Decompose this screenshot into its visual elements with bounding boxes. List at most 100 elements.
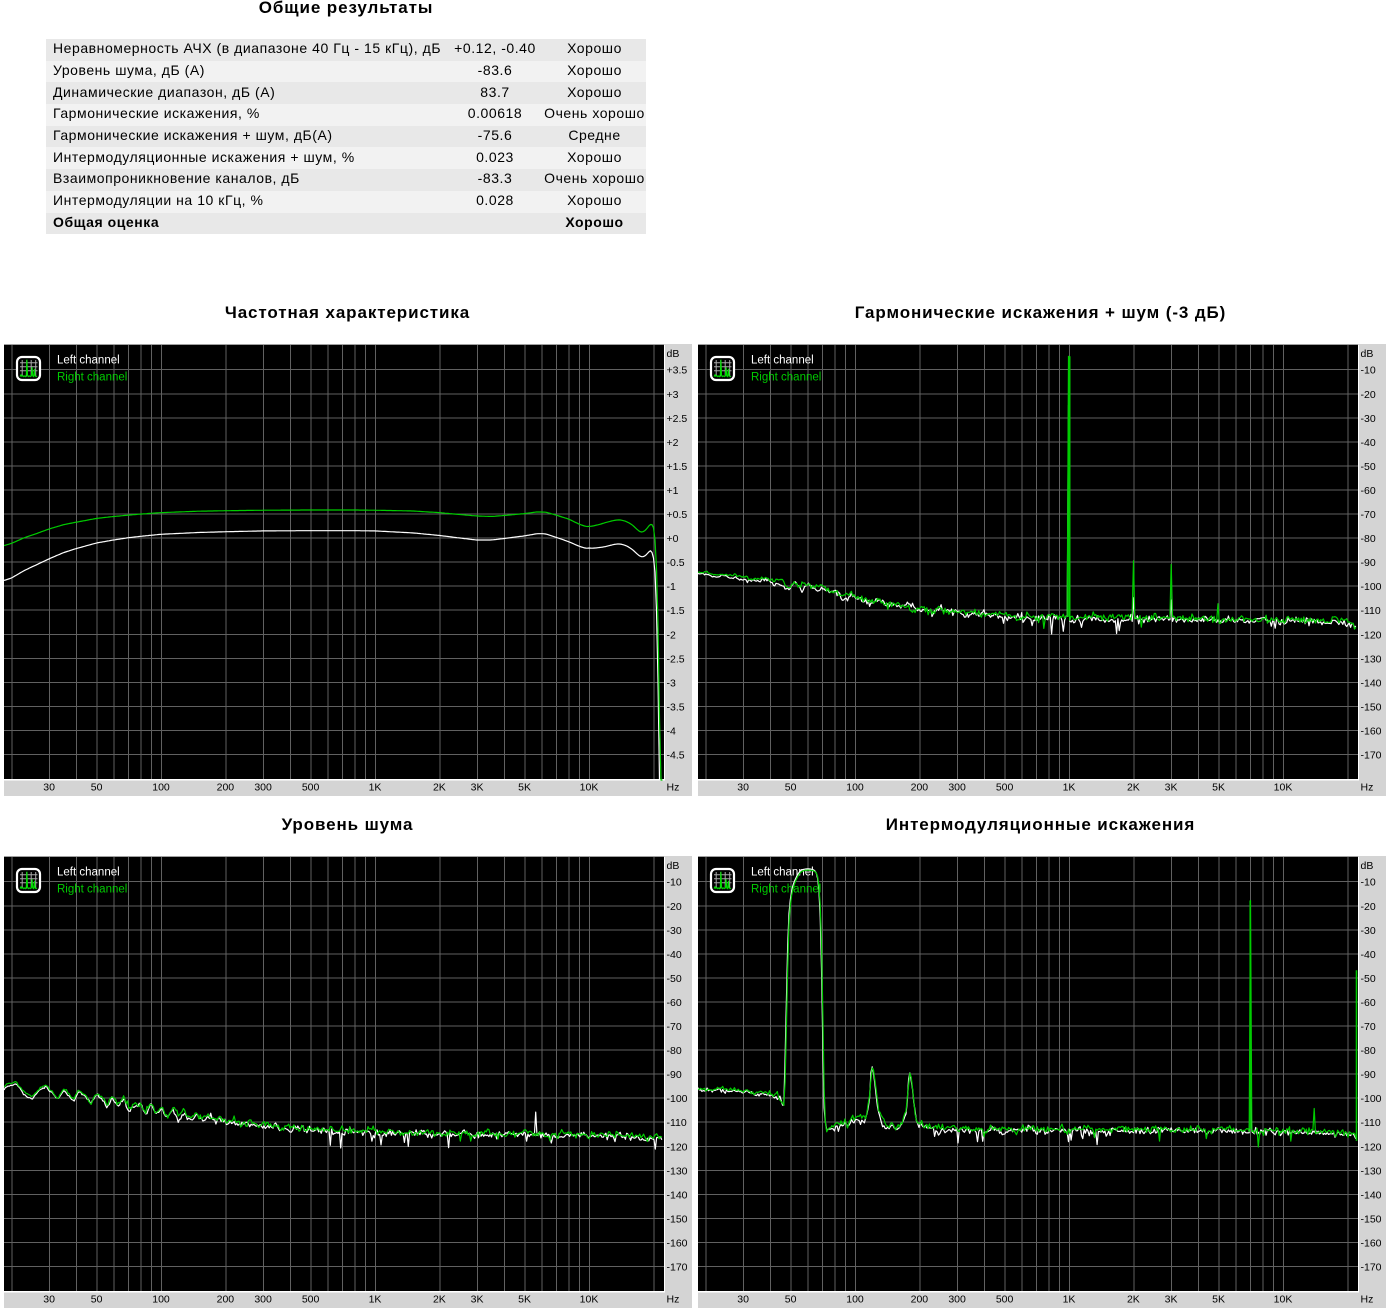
svg-text:-140: -140	[667, 1189, 688, 1201]
svg-text:30: 30	[43, 782, 55, 794]
svg-text:Hz: Hz	[1360, 1293, 1373, 1305]
svg-text:-20: -20	[667, 900, 682, 912]
svg-text:-2.5: -2.5	[667, 653, 685, 665]
svg-text:-140: -140	[1360, 1189, 1381, 1201]
svg-text:dB: dB	[667, 860, 680, 872]
svg-text:-2: -2	[667, 629, 676, 641]
svg-text:-120: -120	[1360, 629, 1381, 641]
svg-text:Hz: Hz	[667, 1293, 680, 1305]
svg-text:Right channel: Right channel	[751, 883, 821, 895]
svg-text:3K: 3K	[1164, 782, 1177, 794]
svg-text:-30: -30	[1360, 924, 1375, 936]
svg-text:-80: -80	[1360, 533, 1375, 545]
svg-text:-160: -160	[1360, 725, 1381, 737]
svg-text:-40: -40	[667, 948, 682, 960]
svg-text:-100: -100	[1360, 581, 1381, 593]
svg-text:-20: -20	[1360, 900, 1375, 912]
svg-text:-4.5: -4.5	[667, 750, 685, 762]
svg-text:1K: 1K	[369, 1293, 382, 1305]
svg-text:200: 200	[217, 1293, 235, 1305]
svg-text:100: 100	[846, 1293, 864, 1305]
svg-text:50: 50	[784, 782, 796, 794]
svg-text:-130: -130	[1360, 653, 1381, 665]
svg-text:50: 50	[784, 1293, 796, 1305]
svg-text:2K: 2K	[433, 782, 446, 794]
svg-text:500: 500	[995, 1293, 1013, 1305]
svg-text:dB: dB	[1360, 348, 1373, 360]
svg-text:5K: 5K	[1212, 782, 1225, 794]
svg-text:-100: -100	[667, 1093, 688, 1105]
svg-text:+1.5: +1.5	[667, 461, 688, 473]
svg-text:-90: -90	[1360, 1069, 1375, 1081]
svg-text:10K: 10K	[580, 782, 599, 794]
svg-text:-150: -150	[1360, 701, 1381, 713]
svg-text:-160: -160	[1360, 1237, 1381, 1249]
svg-text:-80: -80	[667, 1045, 682, 1057]
svg-text:-160: -160	[667, 1237, 688, 1249]
svg-text:-10: -10	[1360, 876, 1375, 888]
svg-text:-150: -150	[1360, 1213, 1381, 1225]
svg-text:30: 30	[43, 1293, 55, 1305]
svg-text:-70: -70	[667, 1021, 682, 1033]
svg-text:-1: -1	[667, 581, 676, 593]
svg-text:-10: -10	[1360, 365, 1375, 377]
svg-text:30: 30	[737, 1293, 749, 1305]
svg-text:-170: -170	[1360, 750, 1381, 762]
svg-text:-0.5: -0.5	[667, 557, 685, 569]
svg-text:+2: +2	[667, 437, 679, 449]
svg-text:-50: -50	[1360, 461, 1375, 473]
svg-text:Right channel: Right channel	[751, 372, 821, 384]
svg-text:-30: -30	[667, 924, 682, 936]
svg-text:1K: 1K	[1062, 1293, 1075, 1305]
svg-text:-1.5: -1.5	[667, 605, 685, 617]
svg-text:+3.5: +3.5	[667, 365, 688, 377]
svg-text:-110: -110	[1360, 1117, 1380, 1129]
svg-text:50: 50	[91, 1293, 103, 1305]
svg-text:Left channel: Left channel	[751, 866, 814, 878]
svg-text:10K: 10K	[580, 1293, 599, 1305]
svg-text:-3: -3	[667, 677, 676, 689]
svg-text:-20: -20	[1360, 389, 1375, 401]
svg-text:5K: 5K	[518, 782, 531, 794]
svg-text:+0: +0	[667, 533, 679, 545]
svg-text:dB: dB	[1360, 860, 1373, 872]
svg-text:-60: -60	[667, 997, 682, 1009]
svg-text:-60: -60	[1360, 997, 1375, 1009]
svg-text:Right channel: Right channel	[57, 372, 127, 384]
svg-text:300: 300	[254, 782, 272, 794]
svg-text:Left channel: Left channel	[57, 355, 120, 367]
svg-text:+1: +1	[667, 485, 679, 497]
svg-text:300: 300	[948, 782, 966, 794]
svg-text:+3: +3	[667, 389, 679, 401]
svg-text:200: 200	[910, 1293, 928, 1305]
svg-text:300: 300	[254, 1293, 272, 1305]
svg-text:-170: -170	[1360, 1261, 1381, 1273]
svg-text:Hz: Hz	[1360, 782, 1373, 794]
svg-text:-4: -4	[667, 725, 676, 737]
svg-text:-40: -40	[1360, 437, 1375, 449]
svg-text:-110: -110	[667, 1117, 687, 1129]
svg-text:10K: 10K	[1273, 782, 1292, 794]
svg-text:3K: 3K	[1164, 1293, 1177, 1305]
svg-text:-120: -120	[667, 1141, 688, 1153]
svg-text:-140: -140	[1360, 677, 1381, 689]
svg-text:+0.5: +0.5	[667, 509, 688, 521]
svg-text:500: 500	[302, 782, 320, 794]
svg-text:-40: -40	[1360, 948, 1375, 960]
svg-text:Hz: Hz	[667, 782, 680, 794]
svg-text:-70: -70	[1360, 1021, 1375, 1033]
svg-text:100: 100	[152, 782, 170, 794]
svg-text:-80: -80	[1360, 1045, 1375, 1057]
svg-text:-110: -110	[1360, 605, 1380, 617]
svg-text:-30: -30	[1360, 413, 1375, 425]
svg-text:-50: -50	[667, 972, 682, 984]
svg-text:Right channel: Right channel	[57, 883, 127, 895]
svg-text:2K: 2K	[1126, 1293, 1139, 1305]
svg-text:-70: -70	[1360, 509, 1375, 521]
svg-text:-60: -60	[1360, 485, 1375, 497]
svg-text:+2.5: +2.5	[667, 413, 688, 425]
svg-text:2K: 2K	[433, 1293, 446, 1305]
svg-text:-10: -10	[667, 876, 682, 888]
svg-text:200: 200	[910, 782, 928, 794]
svg-text:500: 500	[302, 1293, 320, 1305]
